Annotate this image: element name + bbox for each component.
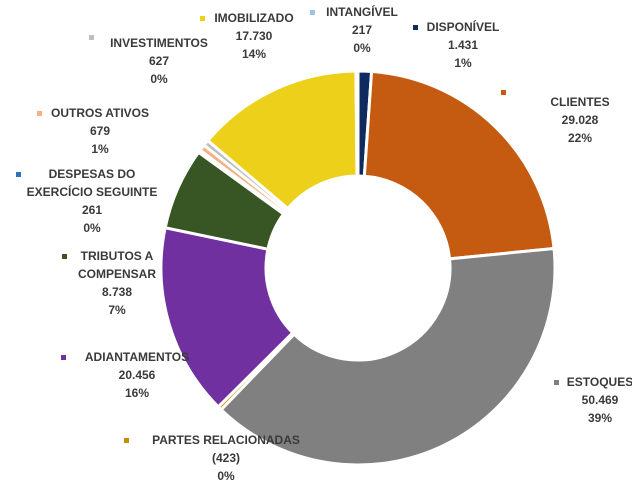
category-label: ADIANTAMENTOS (84, 350, 190, 364)
value-label: 20.456 (118, 368, 156, 382)
percent-label: 1% (91, 142, 109, 156)
category-label: TRIBUTOS A COMPENSAR (77, 249, 157, 281)
legend-marker (89, 35, 94, 40)
slice (362, 69, 556, 261)
value-label: 627 (148, 54, 170, 68)
legend-marker (200, 16, 205, 21)
category-label: INTANGÍVEL (326, 5, 398, 19)
legend-marker (554, 380, 559, 385)
category-label: IMOBILIZADO (214, 11, 294, 25)
percent-label: 14% (241, 47, 267, 61)
value-label: 29.028 (561, 113, 599, 127)
legend-marker (124, 438, 129, 443)
percent-label: 7% (108, 303, 126, 317)
value-label: (423) (211, 451, 241, 465)
percent-label: 1% (454, 56, 472, 70)
slice (205, 69, 359, 211)
value-label: 261 (81, 203, 103, 217)
legend-marker (37, 111, 42, 116)
category-label: DESPESAS DO EXERCÍCIO SEGUINTE (26, 167, 158, 199)
category-label: ESTOQUES (566, 375, 632, 389)
category-label: DISPONÍVEL (426, 20, 500, 34)
category-label: OUTROS ATIVOS (50, 106, 150, 120)
percent-label: 0% (217, 469, 235, 483)
percent-label: 0% (83, 221, 101, 235)
category-label: CLIENTES (550, 95, 610, 109)
category-label: INVESTIMENTOS (110, 36, 208, 50)
slice (159, 225, 295, 409)
percent-label: 39% (587, 411, 613, 425)
category-label: PARTES RELACIONADAS (152, 433, 300, 447)
value-label: 50.469 (581, 393, 619, 407)
value-label: 679 (89, 124, 111, 138)
percent-label: 22% (567, 131, 593, 145)
legend-marker (501, 90, 506, 95)
slice (219, 246, 557, 467)
legend-marker (61, 355, 66, 360)
legend-marker (413, 25, 418, 30)
value-label: 17.730 (235, 29, 273, 43)
legend-marker (16, 172, 21, 177)
slice (354, 69, 360, 178)
value-label: 217 (351, 23, 373, 37)
value-label: 8.738 (101, 285, 133, 299)
legend-marker (62, 254, 67, 259)
percent-label: 16% (124, 386, 150, 400)
value-label: 1.431 (447, 38, 479, 52)
percent-label: 0% (150, 72, 168, 86)
legend-marker (310, 10, 315, 15)
percent-label: 0% (353, 41, 371, 55)
